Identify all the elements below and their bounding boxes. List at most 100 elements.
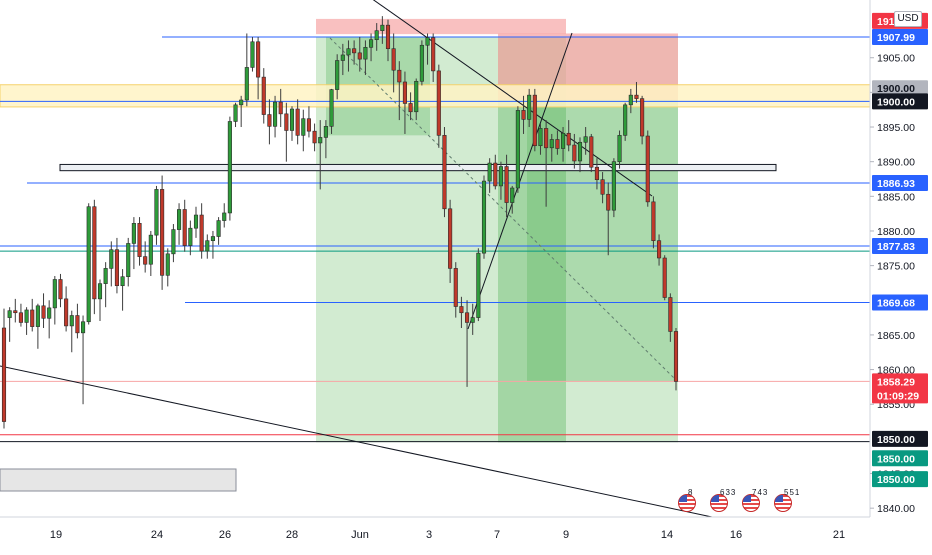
candle-body <box>538 128 543 147</box>
time-tick-label: 19 <box>50 529 62 541</box>
candle-body <box>239 99 244 106</box>
candle <box>171 224 176 263</box>
time-tick-label: Jun <box>351 529 369 541</box>
candle-body <box>510 187 515 203</box>
event-flag-us[interactable]: 551 <box>772 488 799 512</box>
candle <box>397 61 402 121</box>
price-tag: 1858.29 01:09:29 <box>872 373 928 404</box>
candle <box>549 133 554 162</box>
price-tag-bg <box>872 174 928 191</box>
candle-body <box>544 128 549 149</box>
candle <box>97 279 103 322</box>
candle-body <box>515 110 520 189</box>
time-tick-label: 7 <box>494 529 500 541</box>
candle-body <box>521 110 526 120</box>
price-tick-label: 1880.00 <box>877 226 915 238</box>
candle <box>628 88 633 114</box>
candle <box>651 196 656 249</box>
candle-body <box>1 327 7 422</box>
candle <box>306 106 311 138</box>
candle <box>623 102 628 141</box>
price-tag: 1850.00 <box>872 430 928 447</box>
candle-body <box>199 214 204 252</box>
candle-body <box>549 139 554 149</box>
candle <box>323 120 328 159</box>
candle-body <box>673 331 679 382</box>
candle-body <box>284 113 289 131</box>
candle-body <box>312 130 317 144</box>
candle <box>210 230 215 259</box>
candle <box>453 262 458 318</box>
event-flag-us[interactable]: 633 <box>708 488 735 512</box>
event-flag-us[interactable]: 743 <box>740 488 767 512</box>
candle <box>583 127 588 155</box>
candle-body <box>24 309 29 323</box>
candle <box>419 40 424 86</box>
candle-body <box>572 144 577 162</box>
candle-body <box>210 236 215 241</box>
candle <box>75 303 80 339</box>
candle-body <box>30 309 35 327</box>
candle-body <box>363 47 368 60</box>
candle <box>391 33 396 93</box>
candle-body <box>193 214 199 229</box>
candle-body <box>154 189 159 236</box>
candle-body <box>448 208 453 269</box>
candle <box>233 102 238 128</box>
time-tick-label: 26 <box>219 529 231 541</box>
candle-body <box>651 201 656 241</box>
currency-badge[interactable]: USD <box>894 11 922 27</box>
candle <box>24 307 29 335</box>
candle <box>634 81 639 103</box>
candle-body <box>318 137 323 144</box>
candle <box>131 217 136 270</box>
candle <box>103 262 108 308</box>
candle <box>510 185 515 214</box>
event-flag-us[interactable]: 8 <box>676 488 702 512</box>
price-tag-bg <box>872 93 928 110</box>
candle-body <box>380 24 385 31</box>
candle <box>498 161 503 200</box>
candle <box>7 307 12 342</box>
candle <box>335 54 340 100</box>
candle <box>566 120 571 152</box>
candle-body <box>335 60 340 90</box>
candle <box>205 234 210 259</box>
candle <box>216 217 221 245</box>
candle <box>1 308 7 429</box>
candle-body <box>346 48 351 56</box>
candle <box>182 199 187 252</box>
candle <box>188 220 193 256</box>
candle-body <box>583 136 588 143</box>
candle <box>52 276 57 325</box>
candle-body <box>352 48 357 54</box>
candle-body <box>340 54 345 61</box>
candle-body <box>623 104 628 136</box>
time-tick-label: 28 <box>286 529 298 541</box>
price-tick-label: 1885.00 <box>877 191 915 203</box>
candle-body <box>18 312 23 323</box>
candle <box>177 203 182 245</box>
candle-body <box>81 321 86 334</box>
candle-body <box>143 256 148 265</box>
candle <box>81 315 86 405</box>
candle <box>312 123 317 152</box>
candle <box>64 286 69 332</box>
us-flag-icon <box>710 494 728 512</box>
candle-body <box>261 76 266 115</box>
price-tag: 1900.00 <box>872 93 928 110</box>
candle-body <box>402 81 407 104</box>
resistance-band <box>0 84 871 108</box>
candle <box>18 303 23 327</box>
candle <box>239 95 244 128</box>
candle-body <box>369 39 374 48</box>
price-tag-label: 1858.29 <box>877 376 915 388</box>
candle-body <box>171 229 176 255</box>
candle-body <box>645 135 650 203</box>
candle-body <box>306 118 311 132</box>
price-tag-label: 1900.00 <box>877 96 915 108</box>
candle <box>30 298 35 332</box>
candle <box>329 88 334 134</box>
